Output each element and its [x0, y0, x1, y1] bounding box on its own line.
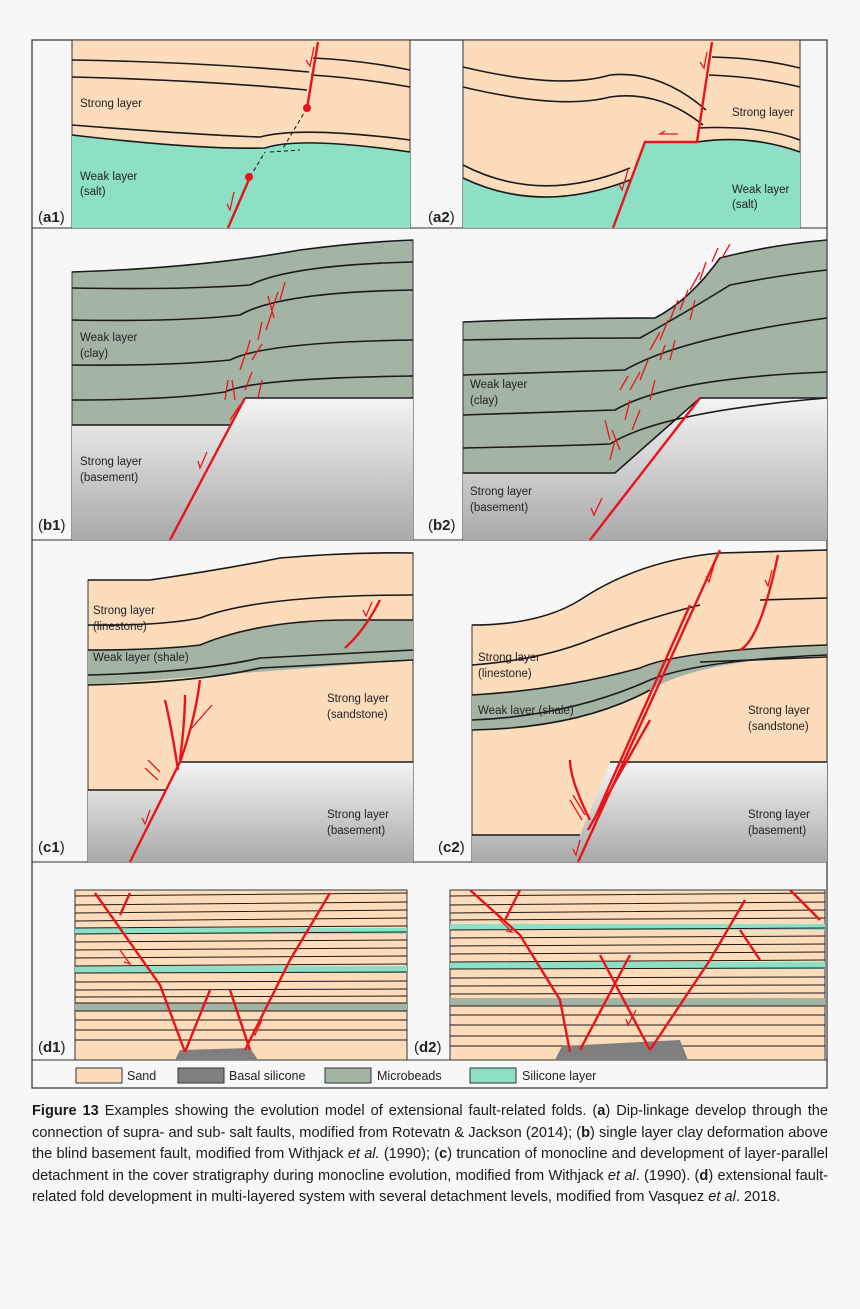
- label: Strong layer: [748, 705, 810, 717]
- label: Strong layer: [80, 456, 142, 468]
- label: (clay): [470, 395, 498, 407]
- panel-tag: (b1): [38, 517, 66, 534]
- label: (clay): [80, 348, 108, 360]
- legend-item-microbeads: Microbeads: [324, 1067, 442, 1084]
- label: (salt): [80, 186, 106, 198]
- label: (basement): [327, 825, 385, 837]
- panel-a1: Strong layer Weak layer (salt) (a1): [38, 39, 411, 229]
- svg-text:Silicone layer: Silicone layer: [522, 1069, 596, 1083]
- label: (basement): [80, 472, 138, 484]
- label: (basement): [470, 502, 528, 514]
- panel-tag: (b2): [428, 517, 456, 534]
- label: Weak layer: [732, 184, 789, 196]
- label: Weak layer: [80, 171, 137, 183]
- panel-c2: Strong layer (linestone) Weak layer (sha…: [438, 549, 828, 863]
- panel-tag: (d1): [38, 1039, 66, 1056]
- svg-text:Sand: Sand: [127, 1069, 156, 1083]
- panel-tag: (d2): [414, 1039, 442, 1056]
- panel-tag: (a2): [428, 209, 455, 226]
- label: Weak layer: [470, 379, 527, 391]
- panel-d1: (d1): [38, 889, 408, 1061]
- panel-tag: (a1): [38, 209, 65, 226]
- label: (linestone): [478, 668, 532, 680]
- panel-tag: (c2): [438, 839, 465, 856]
- panel-a2: Strong layer Weak layer (salt) (a2): [428, 39, 801, 229]
- legend: Sand Basal silicone Microbeads Silicone …: [75, 1067, 596, 1084]
- svg-text:Basal silicone: Basal silicone: [229, 1069, 305, 1083]
- panel-b2: Weak layer (clay) Strong layer (basement…: [428, 239, 828, 541]
- label: Strong layer: [732, 107, 794, 119]
- label: (sandstone): [327, 709, 388, 721]
- panel-c1: Strong layer (linestone) Weak layer (sha…: [38, 552, 414, 863]
- panel-b1: Weak layer (clay) Strong layer (basement…: [38, 239, 414, 541]
- label: Strong layer: [748, 809, 810, 821]
- panel-d2: (d2): [414, 889, 826, 1061]
- figure-caption: Figure 13 Examples showing the evolution…: [32, 1103, 828, 1206]
- legend-item-silicone-layer: Silicone layer: [469, 1067, 596, 1084]
- legend-item-sand: Sand: [75, 1067, 156, 1084]
- label: Strong layer: [80, 98, 142, 110]
- label: Strong layer: [327, 693, 389, 705]
- label: (linestone): [93, 621, 147, 633]
- label: Weak layer (shale): [478, 705, 574, 717]
- legend-item-basal-silicone: Basal silicone: [177, 1067, 305, 1084]
- label: (salt): [732, 199, 758, 211]
- label: Strong layer: [478, 652, 540, 664]
- label: Strong layer: [470, 486, 532, 498]
- label: Strong layer: [93, 605, 155, 617]
- label: Strong layer: [327, 809, 389, 821]
- svg-text:Microbeads: Microbeads: [377, 1069, 442, 1083]
- label: (sandstone): [748, 721, 809, 733]
- label: Weak layer (shale): [93, 652, 189, 664]
- label: (basement): [748, 825, 806, 837]
- label: Weak layer: [80, 332, 137, 344]
- panel-tag: (c1): [38, 839, 65, 856]
